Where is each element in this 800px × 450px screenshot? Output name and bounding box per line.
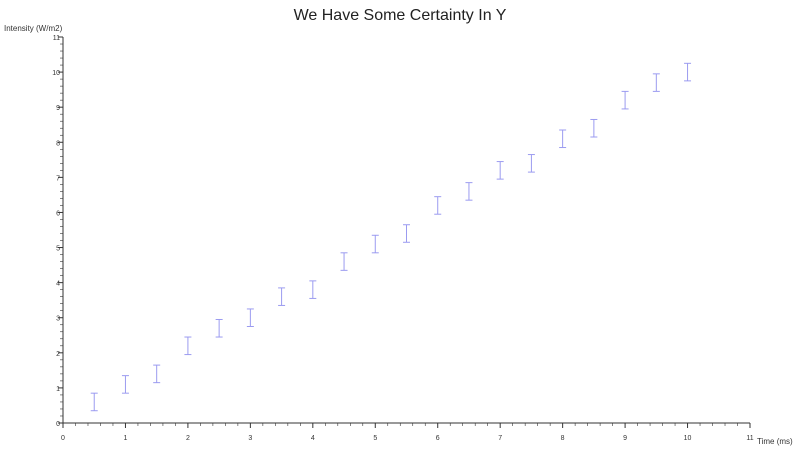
- y-tick-label: 9: [56, 105, 60, 112]
- x-tick-label: 7: [498, 435, 502, 442]
- error-bar: [590, 118, 598, 138]
- error-bar: [496, 161, 504, 180]
- error-bar: [652, 73, 660, 92]
- y-tick-label: 4: [56, 281, 60, 288]
- error-bar: [559, 129, 567, 149]
- x-tick-label: 11: [746, 435, 753, 442]
- x-tick-label: 2: [186, 435, 190, 442]
- y-tick-label: 10: [52, 70, 60, 77]
- x-tick-label: 0: [61, 435, 65, 442]
- error-bar: [465, 182, 473, 201]
- error-bar: [184, 336, 192, 356]
- y-tick-label: 3: [56, 316, 60, 323]
- error-bar: [371, 234, 379, 254]
- error-bar: [684, 62, 692, 82]
- x-tick-label: 4: [311, 435, 315, 442]
- x-tick-label: 6: [436, 435, 440, 442]
- error-bar: [309, 280, 317, 299]
- y-tick-label: 11: [53, 35, 60, 42]
- axis-ticks: 0 1 2 3 4 5 6 7 8 9 10 11 0 1 2 3 4 5 6 7 8 9 10 11: [52, 35, 754, 442]
- error-bar: [215, 318, 223, 338]
- y-tick-label: 0: [56, 421, 60, 428]
- y-tick-label: 6: [56, 210, 60, 217]
- error-bar: [340, 252, 348, 271]
- error-bar: [278, 287, 286, 306]
- x-tick-label: 10: [684, 435, 692, 442]
- error-bar: [121, 375, 129, 394]
- y-tick-label: 2: [56, 351, 60, 358]
- y-axis-label: Intensity (W/m2): [4, 24, 63, 33]
- y-tick-label: 8: [56, 140, 60, 147]
- error-bar: [527, 154, 535, 173]
- x-tick-label: 8: [561, 435, 565, 442]
- x-tick-label: 1: [124, 435, 128, 442]
- x-tick-label: 5: [373, 435, 377, 442]
- y-tick-label: 7: [56, 175, 60, 182]
- error-bar: [403, 224, 410, 243]
- error-bar: [621, 90, 629, 110]
- chart-title: We Have Some Certainty In Y: [294, 7, 507, 24]
- x-tick-label: 3: [248, 435, 252, 442]
- error-bar: [434, 196, 442, 215]
- x-axis-label: Time (ms): [757, 437, 793, 446]
- x-tick-label: 9: [623, 435, 627, 442]
- error-bar: [153, 364, 161, 384]
- error-bar: [90, 392, 98, 412]
- error-bar: [246, 308, 254, 327]
- error-bars: [90, 62, 692, 412]
- y-tick-label: 5: [56, 246, 60, 253]
- y-tick-label: 1: [56, 386, 60, 393]
